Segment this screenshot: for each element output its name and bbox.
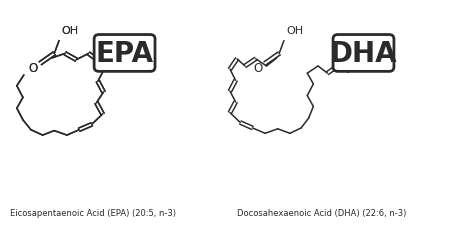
Text: O: O [28, 62, 37, 75]
Text: OH: OH [61, 26, 79, 36]
Text: O: O [28, 62, 37, 75]
Text: O: O [253, 62, 262, 75]
Text: Eicosapentaenoic Acid (EPA) (20:5, n-3): Eicosapentaenoic Acid (EPA) (20:5, n-3) [10, 208, 176, 217]
FancyBboxPatch shape [333, 35, 394, 72]
Text: DHA: DHA [330, 40, 397, 68]
Text: OH: OH [61, 26, 79, 36]
Text: OH: OH [286, 26, 303, 36]
FancyBboxPatch shape [94, 35, 155, 72]
Text: Docosahexaenoic Acid (DHA) (22:6, n-3): Docosahexaenoic Acid (DHA) (22:6, n-3) [237, 208, 406, 217]
Text: EPA: EPA [95, 40, 154, 68]
